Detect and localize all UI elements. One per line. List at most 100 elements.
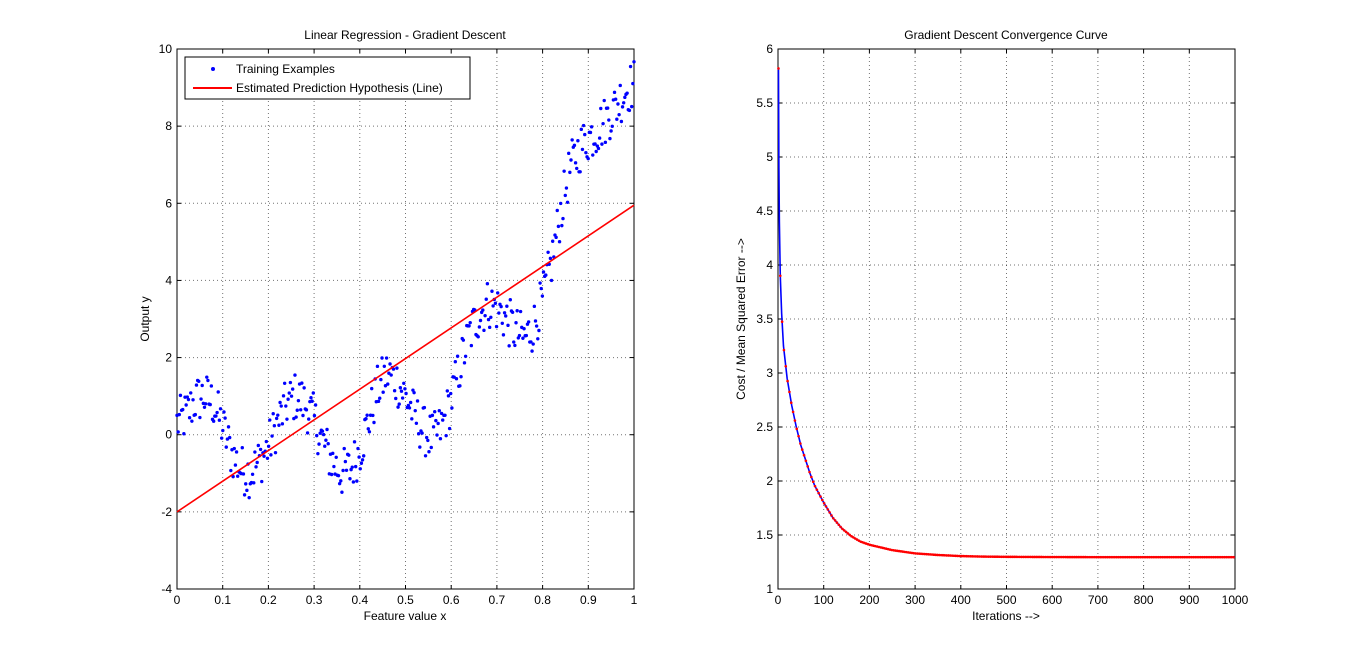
cost-marker bbox=[1193, 555, 1197, 559]
cost-marker bbox=[797, 434, 800, 438]
cost-marker bbox=[1131, 555, 1135, 559]
training-point bbox=[341, 468, 345, 473]
training-point bbox=[404, 391, 408, 396]
training-point bbox=[357, 455, 361, 459]
training-point bbox=[295, 408, 299, 412]
training-point bbox=[247, 495, 251, 500]
regression-ytick-label: 8 bbox=[165, 119, 172, 133]
training-point bbox=[594, 149, 598, 154]
cost-marker bbox=[839, 525, 842, 529]
cost-marker bbox=[1168, 555, 1171, 559]
training-point bbox=[359, 461, 364, 465]
cost-marker bbox=[1027, 555, 1031, 559]
training-point bbox=[443, 413, 447, 417]
cost-marker bbox=[1097, 555, 1100, 559]
training-point bbox=[496, 291, 500, 295]
training-point bbox=[316, 451, 320, 456]
cost-marker bbox=[826, 508, 830, 511]
cost-marker bbox=[1108, 555, 1111, 559]
cost-marker bbox=[941, 553, 945, 557]
cost-marker bbox=[1109, 555, 1113, 559]
training-point bbox=[575, 166, 579, 171]
training-point bbox=[431, 425, 436, 429]
cost-marker bbox=[972, 555, 976, 558]
convergence-xtick-label: 1000 bbox=[1222, 593, 1249, 607]
cost-marker bbox=[821, 498, 824, 502]
legend-box bbox=[184, 56, 471, 100]
training-point bbox=[326, 442, 330, 446]
cost-marker bbox=[992, 555, 996, 558]
training-point bbox=[342, 446, 346, 451]
training-point bbox=[483, 313, 487, 318]
training-point bbox=[399, 389, 404, 393]
cost-marker bbox=[1002, 555, 1005, 559]
cost-marker bbox=[815, 488, 819, 491]
cost-marker bbox=[1038, 555, 1042, 559]
training-point bbox=[340, 490, 344, 494]
convergence-ytick-label: 2 bbox=[766, 474, 773, 488]
training-point bbox=[628, 64, 633, 69]
training-point bbox=[384, 356, 389, 360]
training-point bbox=[187, 416, 192, 420]
cost-marker bbox=[1034, 555, 1038, 559]
training-point bbox=[266, 444, 271, 449]
training-point bbox=[632, 60, 636, 64]
cost-marker bbox=[1080, 555, 1084, 559]
cost-marker bbox=[954, 554, 958, 558]
training-point bbox=[444, 433, 448, 438]
training-point bbox=[476, 335, 480, 339]
training-point bbox=[549, 278, 554, 283]
cost-marker bbox=[1067, 555, 1071, 559]
cost-marker bbox=[1086, 555, 1089, 559]
training-point bbox=[315, 433, 319, 438]
training-point bbox=[556, 224, 561, 229]
convergence-ytick-label: 6 bbox=[766, 42, 773, 56]
training-point bbox=[336, 473, 341, 478]
convergence-ytick-label: 3 bbox=[766, 366, 773, 380]
training-point bbox=[583, 132, 587, 137]
convergence-xtick-label: 300 bbox=[905, 593, 925, 607]
training-point bbox=[435, 433, 439, 437]
convergence-ytick-label: 4 bbox=[766, 258, 773, 272]
training-point bbox=[601, 121, 605, 126]
training-point bbox=[578, 170, 582, 174]
cost-marker bbox=[1087, 555, 1091, 559]
training-point bbox=[550, 239, 555, 243]
cost-marker bbox=[956, 554, 959, 558]
training-point bbox=[568, 170, 572, 175]
cost-marker bbox=[1076, 555, 1080, 559]
cost-marker bbox=[1126, 555, 1129, 559]
training-point bbox=[407, 406, 412, 410]
training-point bbox=[548, 256, 553, 261]
training-point bbox=[536, 337, 540, 341]
cost-marker bbox=[947, 554, 950, 557]
cost-marker bbox=[1025, 555, 1029, 559]
cost-marker bbox=[980, 555, 983, 558]
training-point bbox=[270, 434, 274, 438]
training-point bbox=[449, 391, 453, 396]
training-point bbox=[289, 394, 294, 398]
training-point bbox=[426, 438, 430, 443]
cost-marker bbox=[824, 505, 828, 508]
cost-marker bbox=[1000, 555, 1003, 559]
training-point bbox=[252, 481, 256, 485]
regression-ytick-label: -4 bbox=[161, 582, 172, 596]
training-point bbox=[279, 404, 283, 408]
cost-marker bbox=[789, 401, 793, 405]
cost-marker bbox=[1228, 555, 1232, 559]
cost-marker bbox=[948, 554, 952, 557]
training-point bbox=[400, 396, 405, 400]
training-point bbox=[616, 102, 620, 106]
training-point bbox=[332, 464, 336, 469]
cost-marker bbox=[959, 554, 963, 558]
training-point bbox=[508, 298, 512, 302]
cost-marker bbox=[832, 516, 835, 520]
training-point bbox=[254, 465, 258, 469]
training-point bbox=[402, 381, 406, 385]
training-point bbox=[557, 240, 562, 244]
cost-marker bbox=[1140, 555, 1144, 559]
training-point bbox=[262, 454, 266, 458]
cost-marker bbox=[1045, 555, 1049, 559]
training-point bbox=[597, 136, 602, 140]
training-point bbox=[490, 289, 494, 293]
